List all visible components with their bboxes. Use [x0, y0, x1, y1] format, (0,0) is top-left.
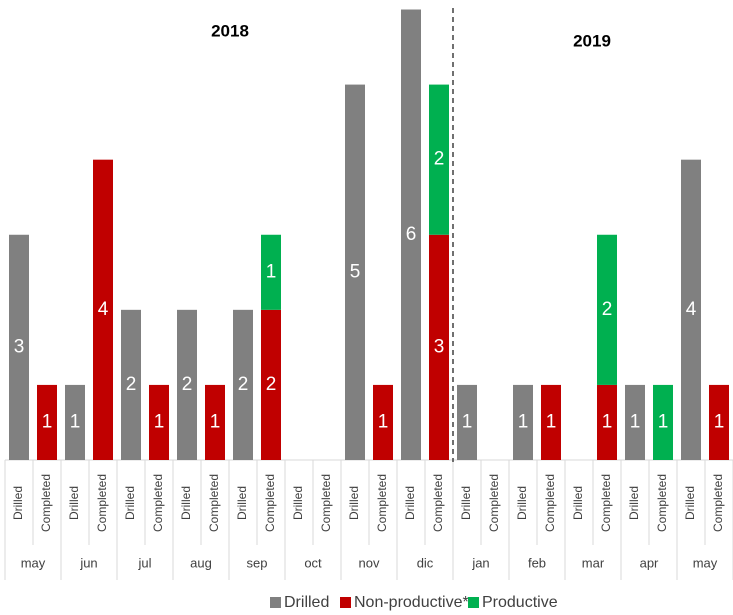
bar-segment: [9, 234, 29, 460]
x-tick-label: Completed: [431, 474, 445, 532]
bar-segment: [205, 384, 225, 460]
bar-segment: [177, 309, 197, 460]
legend-label: Drilled: [284, 594, 329, 611]
x-tick-label: Completed: [711, 474, 725, 532]
bar-segment: [65, 384, 85, 460]
data-label: 2: [126, 374, 137, 395]
year-label: 2019: [573, 31, 611, 50]
bar-segment: [709, 384, 729, 460]
year-label: 2018: [211, 21, 249, 40]
group-label: oct: [304, 555, 322, 570]
data-label: 1: [266, 261, 277, 282]
data-label: 1: [70, 411, 81, 432]
data-label: 1: [462, 411, 473, 432]
x-tick-label: Completed: [263, 474, 277, 532]
x-tick-label: Completed: [655, 474, 669, 532]
x-tick-label: Completed: [39, 474, 53, 532]
group-label: may: [693, 555, 718, 570]
x-tick-label: Completed: [487, 474, 501, 532]
legend-swatch: [340, 597, 351, 608]
bar-segment: [541, 384, 561, 460]
data-label: 1: [630, 411, 641, 432]
x-tick-label: Drilled: [235, 486, 249, 520]
x-tick-label: Drilled: [67, 486, 81, 520]
x-tick-label: Completed: [599, 474, 613, 532]
legend-swatch: [270, 597, 281, 608]
x-tick-label: Completed: [543, 474, 557, 532]
x-tick-label: Drilled: [11, 486, 25, 520]
group-label: nov: [359, 555, 380, 570]
bar-segment: [121, 309, 141, 460]
data-label: 1: [658, 411, 669, 432]
x-tick-label: Drilled: [403, 486, 417, 520]
group-label: may: [21, 555, 46, 570]
legend-swatch: [468, 597, 479, 608]
data-label: 1: [518, 411, 529, 432]
x-tick-label: Drilled: [179, 486, 193, 520]
x-tick-label: Drilled: [459, 486, 473, 520]
bar-segment: [429, 234, 449, 460]
legend-label: Non-productive*: [354, 594, 469, 611]
bar-segment: [401, 9, 421, 460]
bar-segment: [233, 309, 253, 460]
bar-segment: [93, 159, 113, 461]
data-label: 2: [266, 374, 277, 395]
bar-segment: [149, 384, 169, 460]
bar-segment: [457, 384, 477, 460]
x-tick-label: Drilled: [571, 486, 585, 520]
data-label: 1: [154, 411, 165, 432]
data-label: 1: [714, 411, 725, 432]
data-label: 2: [602, 299, 613, 320]
bar-segment: [597, 384, 617, 460]
data-label: 2: [434, 149, 445, 170]
group-label: jul: [137, 555, 151, 570]
group-label: jun: [79, 555, 97, 570]
x-tick-label: Drilled: [515, 486, 529, 520]
group-label: jan: [471, 555, 489, 570]
x-tick-label: Drilled: [291, 486, 305, 520]
group-label: sep: [247, 555, 268, 570]
bar-segment: [345, 84, 365, 461]
bar-segment: [261, 309, 281, 460]
bar-segment: [373, 384, 393, 460]
data-label: 6: [406, 224, 417, 245]
x-tick-label: Completed: [319, 474, 333, 532]
bar-segment: [625, 384, 645, 460]
data-label: 1: [378, 411, 389, 432]
data-label: 5: [350, 261, 361, 282]
group-label: dic: [417, 555, 434, 570]
bar-segment: [261, 234, 281, 310]
data-label: 1: [546, 411, 557, 432]
bar-segment: [597, 234, 617, 385]
data-label: 2: [238, 374, 249, 395]
x-tick-label: Drilled: [683, 486, 697, 520]
data-label: 4: [686, 299, 697, 320]
x-tick-label: Completed: [207, 474, 221, 532]
bar-segment: [37, 384, 57, 460]
x-tick-label: Completed: [151, 474, 165, 532]
group-label: feb: [528, 555, 546, 570]
bar-segment: [681, 159, 701, 461]
group-label: apr: [640, 555, 659, 570]
data-label: 1: [210, 411, 221, 432]
legend-label: Productive: [482, 594, 558, 611]
x-tick-label: Completed: [375, 474, 389, 532]
data-label: 2: [182, 374, 193, 395]
data-label: 1: [42, 411, 53, 432]
x-tick-label: Drilled: [347, 486, 361, 520]
group-label: aug: [190, 555, 212, 570]
group-label: mar: [582, 555, 605, 570]
bar-segment: [653, 384, 673, 460]
data-label: 3: [434, 336, 445, 357]
x-tick-label: Drilled: [123, 486, 137, 520]
data-label: 3: [14, 336, 25, 357]
data-label: 4: [98, 299, 109, 320]
bar-segment: [429, 84, 449, 235]
data-label: 1: [602, 411, 613, 432]
bar-segment: [513, 384, 533, 460]
x-tick-label: Completed: [95, 474, 109, 532]
x-tick-label: Drilled: [627, 486, 641, 520]
